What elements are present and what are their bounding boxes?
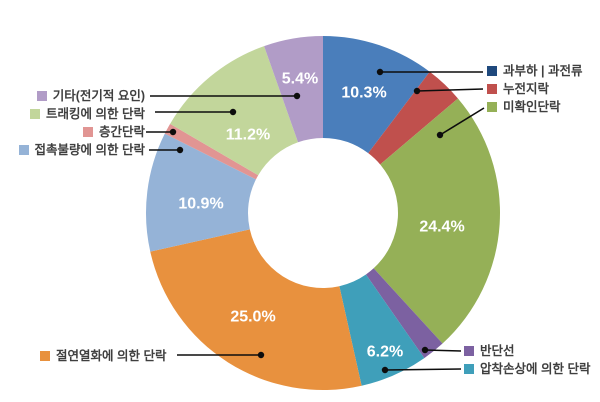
legend-item-2: 미확인단락: [487, 99, 561, 115]
legend-item-3: 반단선: [464, 343, 515, 359]
donut-slice-7: [164, 123, 259, 180]
legend-label-7: 층간단락: [98, 124, 145, 139]
leader-dot-3: [421, 346, 429, 354]
donut-slice-9: [264, 36, 323, 143]
legend-item-0: 과부하 | 과전류: [487, 63, 582, 79]
legend-item-7: 층간단락: [82, 124, 145, 140]
legend-label-3: 반단선: [480, 344, 515, 358]
leader-dot-0: [376, 68, 384, 76]
legend-item-8: 트래킹에 의한 단락: [30, 106, 145, 122]
legend-swatch-2: [487, 102, 497, 112]
leader-dot-9: [293, 92, 301, 100]
leader-dot-4: [381, 366, 389, 374]
donut-slice-5: [150, 229, 362, 391]
donut-slice-1: [368, 71, 458, 165]
slice-percent-label-5: 25.0%: [230, 309, 275, 326]
legend-item-1: 누전지락: [487, 81, 549, 97]
leader-dot-6: [176, 146, 184, 154]
legend-label-4: 압착손상에 의한 단락: [480, 362, 591, 376]
legend-item-5: 절연열화에 의한 단락: [40, 348, 166, 364]
legend-label-9: 기타(전기적 요인): [52, 89, 145, 103]
donut-slice-4: [339, 274, 425, 386]
leader-line-4: [384, 368, 462, 371]
legend-item-4: 압착손상에 의한 단락: [464, 361, 590, 377]
leader-dot-8: [229, 108, 237, 116]
legend-label-1: 누전지락: [503, 82, 550, 96]
legend-swatch-3: [464, 346, 474, 356]
leader-dot-1: [413, 87, 421, 95]
leader-dot-2: [436, 131, 444, 139]
slice-percent-label-2: 24.4%: [419, 219, 464, 236]
slice-percent-label-4: 6.2%: [367, 344, 403, 361]
legend-swatch-7: [82, 126, 93, 137]
slice-percent-label-6: 10.9%: [178, 196, 223, 213]
legend-swatch-9: [36, 91, 47, 101]
legend-swatch-5: [40, 350, 50, 361]
donut-slice-6: [145, 133, 256, 252]
legend-swatch-0: [487, 66, 497, 76]
donut-slice-2: [373, 98, 500, 344]
slice-percent-label-8: 11.2%: [226, 127, 270, 144]
slice-percent-label-9: 5.4%: [282, 71, 318, 88]
legend-label-8: 트래킹에 의한 단락: [46, 106, 145, 121]
leader-line-2: [439, 107, 485, 136]
leader-dot-7: [169, 128, 177, 136]
donut-slice-0: [323, 36, 430, 154]
legend-item-6: 접촉불량에 의한 단락: [18, 142, 145, 158]
leader-dot-5: [257, 351, 265, 359]
leader-line-1: [416, 88, 484, 92]
legend-label-2: 미확인단락: [503, 100, 561, 114]
legend-label-5: 절연열화에 의한 단락: [56, 348, 167, 363]
leader-line-3: [424, 349, 462, 352]
legend-item-9: 기타(전기적 요인): [36, 88, 145, 104]
legend-swatch-4: [464, 364, 474, 374]
legend-swatch-6: [18, 145, 29, 155]
legend-label-6: 접촉불량에 의한 단락: [34, 143, 145, 157]
legend-label-0: 과부하 | 과전류: [503, 64, 583, 78]
slice-percent-label-0: 10.3%: [341, 85, 386, 102]
legend-swatch-1: [487, 84, 497, 94]
donut-slice-3: [365, 268, 443, 359]
legend-swatch-8: [30, 108, 41, 119]
